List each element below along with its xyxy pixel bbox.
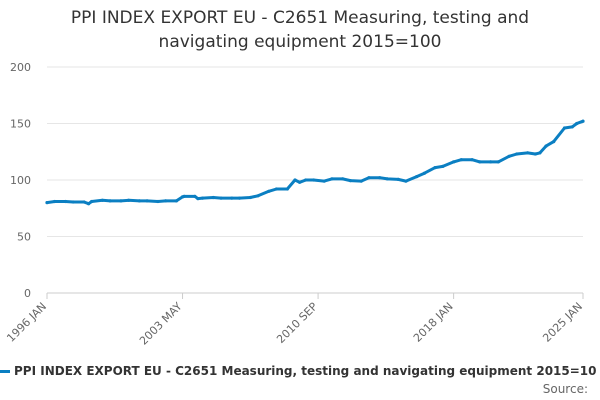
data-point[interactable]: [119, 199, 123, 203]
y-tick-label: 50: [17, 231, 31, 244]
data-point[interactable]: [137, 199, 141, 203]
data-point[interactable]: [459, 158, 463, 162]
data-point[interactable]: [544, 144, 548, 148]
data-point[interactable]: [478, 160, 482, 164]
x-tick-label: 2018 JAN: [411, 300, 456, 345]
data-point[interactable]: [378, 176, 382, 180]
data-point[interactable]: [322, 179, 326, 183]
data-point[interactable]: [441, 164, 445, 168]
data-point[interactable]: [422, 171, 426, 175]
source-label: Source:: [542, 382, 588, 396]
y-tick-label: 150: [10, 118, 31, 131]
data-point[interactable]: [533, 152, 537, 156]
data-point[interactable]: [304, 178, 308, 182]
y-tick-label: 200: [10, 61, 31, 74]
data-point[interactable]: [496, 160, 500, 164]
data-point[interactable]: [87, 202, 91, 206]
data-point[interactable]: [526, 151, 530, 155]
data-point[interactable]: [196, 197, 200, 201]
data-point[interactable]: [267, 189, 271, 193]
data-point[interactable]: [293, 178, 297, 182]
data-point[interactable]: [248, 195, 252, 200]
data-point[interactable]: [82, 200, 86, 204]
data-point[interactable]: [341, 177, 345, 181]
data-point[interactable]: [452, 160, 456, 164]
data-point[interactable]: [489, 160, 493, 164]
data-point[interactable]: [298, 180, 302, 184]
grid-layer: [47, 66, 583, 237]
chart-title-line-1: PPI INDEX EXPORT EU - C2651 Measuring, t…: [70, 8, 530, 28]
data-point[interactable]: [100, 198, 104, 202]
legend[interactable]: PPI INDEX EXPORT EU - C2651 Measuring, t…: [0, 364, 597, 378]
data-point[interactable]: [433, 166, 437, 170]
data-point[interactable]: [404, 179, 408, 183]
data-point[interactable]: [507, 154, 511, 158]
data-point[interactable]: [396, 177, 400, 181]
data-point[interactable]: [145, 199, 149, 203]
data-point[interactable]: [285, 187, 289, 191]
data-point[interactable]: [256, 194, 260, 198]
data-point[interactable]: [127, 198, 131, 202]
data-point[interactable]: [237, 196, 242, 200]
data-point[interactable]: [415, 175, 419, 179]
x-tick-label: 2003 MAY: [137, 300, 185, 348]
data-point[interactable]: [575, 121, 579, 126]
data-point[interactable]: [552, 140, 556, 144]
data-point[interactable]: [470, 158, 474, 162]
data-point[interactable]: [90, 199, 94, 204]
x-tick-label: 1996 JAN: [4, 300, 49, 345]
data-point[interactable]: [581, 119, 585, 123]
axis-layer: 0 50 100 150 200 1996 JAN 2003 MAY 2010 SEP 2018…: [4, 61, 585, 348]
data-point[interactable]: [538, 151, 542, 155]
data-point[interactable]: [211, 195, 215, 200]
data-point[interactable]: [63, 199, 68, 204]
x-tick-label: 2010 SEP: [274, 300, 320, 346]
data-point[interactable]: [348, 179, 352, 183]
chart-title: PPI INDEX EXPORT EU - C2651 Measuring, t…: [0, 6, 600, 54]
y-tick-label: 100: [10, 174, 31, 187]
data-point[interactable]: [367, 176, 371, 180]
data-point[interactable]: [164, 199, 168, 203]
data-point[interactable]: [359, 179, 363, 183]
data-point[interactable]: [330, 177, 334, 181]
data-point[interactable]: [385, 177, 389, 181]
data-point[interactable]: [174, 199, 178, 203]
data-point[interactable]: [274, 187, 279, 191]
legend-label: PPI INDEX EXPORT EU - C2651 Measuring, t…: [14, 364, 597, 378]
data-point[interactable]: [515, 152, 519, 156]
data-point[interactable]: [562, 126, 567, 130]
data-point[interactable]: [570, 125, 574, 129]
y-tick-label: 0: [24, 287, 31, 300]
data-point[interactable]: [311, 178, 316, 182]
legend-swatch: [0, 370, 10, 373]
data-point[interactable]: [108, 199, 112, 203]
data-point[interactable]: [71, 200, 75, 204]
series-layer: [45, 119, 585, 206]
data-point[interactable]: [230, 196, 234, 200]
data-point[interactable]: [45, 201, 49, 205]
x-tick-label: 2025 JAN: [540, 300, 585, 345]
data-point[interactable]: [193, 194, 197, 198]
data-point[interactable]: [53, 199, 57, 204]
series-line: [45, 119, 585, 206]
data-point[interactable]: [219, 196, 223, 200]
chart-title-line-2: navigating equipment 2015=100: [158, 32, 442, 52]
data-point[interactable]: [201, 196, 205, 200]
data-point[interactable]: [182, 194, 186, 198]
data-point[interactable]: [156, 199, 160, 204]
